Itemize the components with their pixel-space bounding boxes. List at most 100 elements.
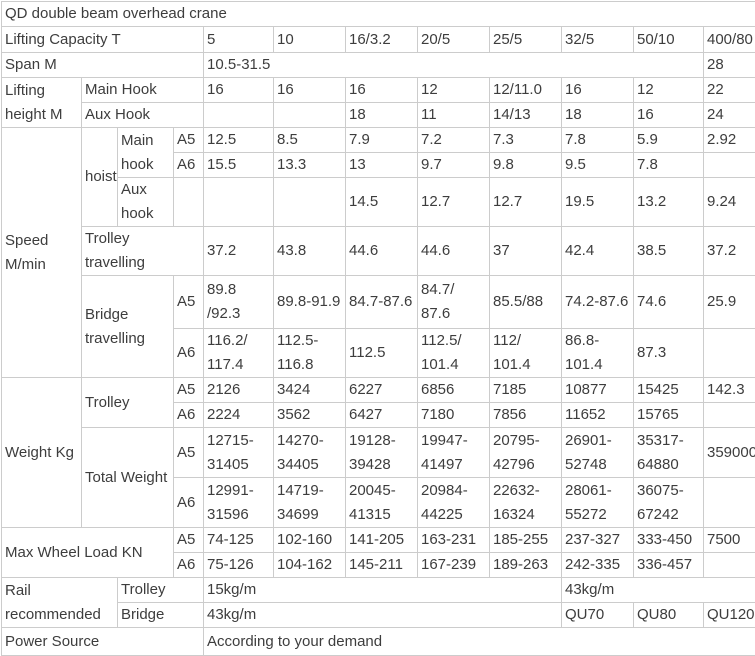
rail-qu-value: QU80 xyxy=(634,603,704,628)
label-rail-bridge: Bridge xyxy=(118,603,204,628)
capacity-value: 16/3.2 xyxy=(346,27,418,53)
weight-trolley-a6-value: 3562 xyxy=(274,403,346,428)
hoist-main-a6-value: 9.8 xyxy=(490,153,562,178)
main-hook-value: 22 xyxy=(704,78,755,103)
capacity-value: 20/5 xyxy=(418,27,490,53)
bridge-a6-value: 112.5- 116.8 xyxy=(274,329,346,378)
label-total-weight: Total Weight xyxy=(82,428,174,528)
bridge-a6-value: 112/ 101.4 xyxy=(490,329,562,378)
label-a6: A6 xyxy=(174,153,204,178)
bridge-a6-value: 87.3 xyxy=(634,329,704,378)
main-hook-value: 16 xyxy=(346,78,418,103)
weight-trolley-a5-value: 7185 xyxy=(490,378,562,403)
bridge-a5-value: 89.8-91.9 xyxy=(274,276,346,329)
rail-qu-value: QU70 xyxy=(562,603,634,628)
span-value: 10.5-31.5 xyxy=(204,53,704,78)
capacity-value: 32/5 xyxy=(562,27,634,53)
bridge-a5-value: 74.6 xyxy=(634,276,704,329)
hoist-aux-value xyxy=(274,178,346,227)
label-a5: A5 xyxy=(174,378,204,403)
label-a6: A6 xyxy=(174,329,204,378)
label-hoist-aux-hook: Aux hook xyxy=(118,178,174,227)
max-wheel-a5-value: 7500 xyxy=(704,528,755,553)
total-weight-a6-value: 36075- 67242 xyxy=(634,478,704,528)
rail-qu-value: QU120 xyxy=(704,603,755,628)
weight-trolley-a5-value: 15425 xyxy=(634,378,704,403)
weight-trolley-a6-value: 15765 xyxy=(634,403,704,428)
hoist-aux-value: 12.7 xyxy=(418,178,490,227)
label-main-hook: Main Hook xyxy=(82,78,204,103)
hoist-main-a6-value: 13.3 xyxy=(274,153,346,178)
max-wheel-a6-value: 336-457 xyxy=(634,553,704,578)
aux-hook-value: 14/13 xyxy=(490,103,562,128)
max-wheel-a6-value: 145-211 xyxy=(346,553,418,578)
trolley-travel-value: 37.2 xyxy=(704,227,755,276)
capacity-value: 25/5 xyxy=(490,27,562,53)
label-trolley-travelling: Trolley travelling xyxy=(82,227,204,276)
row-label-lifting-height: Lifting height M xyxy=(2,78,82,128)
max-wheel-a5-value: 102-160 xyxy=(274,528,346,553)
power-source-value: According to your demand xyxy=(204,628,755,656)
hoist-main-a6-value xyxy=(704,153,755,178)
total-weight-a5-value: 19128- 39428 xyxy=(346,428,418,478)
main-hook-value: 16 xyxy=(204,78,274,103)
capacity-value: 5 xyxy=(204,27,274,53)
trolley-travel-value: 43.8 xyxy=(274,227,346,276)
weight-trolley-a5-value: 10877 xyxy=(562,378,634,403)
bridge-a6-value: 112.5 xyxy=(346,329,418,378)
weight-trolley-a6-value: 7180 xyxy=(418,403,490,428)
total-weight-a6-value: 28061- 55272 xyxy=(562,478,634,528)
max-wheel-a5-value: 163-231 xyxy=(418,528,490,553)
rail-trolley-value-right: 43kg/m xyxy=(562,578,755,603)
bridge-a6-value: 112.5/ 101.4 xyxy=(418,329,490,378)
max-wheel-a5-value: 333-450 xyxy=(634,528,704,553)
max-wheel-a6-value: 167-239 xyxy=(418,553,490,578)
total-weight-a6-value: 14719- 34699 xyxy=(274,478,346,528)
row-label-span: Span M xyxy=(2,53,204,78)
total-weight-a6-value: 20984- 44225 xyxy=(418,478,490,528)
total-weight-a5-value: 35317- 64880 xyxy=(634,428,704,478)
aux-hook-value: 24 xyxy=(704,103,755,128)
main-hook-value: 12 xyxy=(418,78,490,103)
row-label-weight: Weight Kg xyxy=(2,378,82,528)
aux-hook-value: 11 xyxy=(418,103,490,128)
row-label-lifting-capacity: Lifting Capacity T xyxy=(2,27,204,53)
main-hook-value: 12/11.0 xyxy=(490,78,562,103)
aux-hook-value: 18 xyxy=(346,103,418,128)
total-weight-a6-value xyxy=(704,478,755,528)
hoist-main-a5-value: 2.92 xyxy=(704,128,755,153)
label-a5: A5 xyxy=(174,276,204,329)
bridge-a5-value: 85.5/88 xyxy=(490,276,562,329)
trolley-travel-value: 44.6 xyxy=(418,227,490,276)
bridge-a5-value: 74.2-87.6 xyxy=(562,276,634,329)
max-wheel-a5-value: 141-205 xyxy=(346,528,418,553)
weight-trolley-a6-value: 6427 xyxy=(346,403,418,428)
weight-trolley-a5-value: 3424 xyxy=(274,378,346,403)
empty-cell xyxy=(174,178,204,227)
hoist-main-a5-value: 7.8 xyxy=(562,128,634,153)
rail-bridge-value: 43kg/m xyxy=(204,603,562,628)
max-wheel-a6-value xyxy=(704,553,755,578)
hoist-aux-value: 12.7 xyxy=(490,178,562,227)
max-wheel-a6-value: 75-126 xyxy=(204,553,274,578)
hoist-main-a5-value: 7.2 xyxy=(418,128,490,153)
trolley-travel-value: 42.4 xyxy=(562,227,634,276)
label-a5: A5 xyxy=(174,128,204,153)
hoist-main-a5-value: 5.9 xyxy=(634,128,704,153)
trolley-travel-value: 37.2 xyxy=(204,227,274,276)
label-rail-trolley: Trolley xyxy=(118,578,204,603)
label-hoist: hoist xyxy=(82,128,118,227)
max-wheel-a5-value: 74-125 xyxy=(204,528,274,553)
row-label-rail: Rail recommended xyxy=(2,578,118,628)
hoist-main-a5-value: 7.3 xyxy=(490,128,562,153)
max-wheel-a5-value: 185-255 xyxy=(490,528,562,553)
aux-hook-value: 16 xyxy=(634,103,704,128)
total-weight-a5-value: 14270- 34405 xyxy=(274,428,346,478)
weight-trolley-a5-value: 2126 xyxy=(204,378,274,403)
total-weight-a6-value: 12991- 31596 xyxy=(204,478,274,528)
row-label-speed: Speed M/min xyxy=(2,128,82,378)
hoist-aux-value: 19.5 xyxy=(562,178,634,227)
bridge-a6-value: 116.2/ 117.4 xyxy=(204,329,274,378)
total-weight-a5-value: 359000 xyxy=(704,428,755,478)
